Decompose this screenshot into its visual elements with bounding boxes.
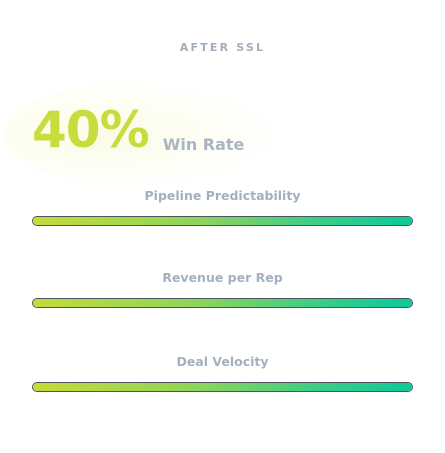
win-rate-stat: 40% Win Rate — [4, 80, 284, 190]
metric-label: Revenue per Rep — [162, 270, 283, 285]
progress-bar-fill — [33, 299, 412, 307]
metric-label: Deal Velocity — [176, 354, 269, 369]
win-rate-value: 40% — [32, 101, 150, 159]
progress-bar — [32, 298, 413, 308]
progress-bar — [32, 382, 413, 392]
section-title: AFTER SSL — [179, 41, 266, 54]
metric-pipeline-predictability: Pipeline Predictability — [32, 187, 413, 226]
progress-bar — [32, 216, 413, 226]
win-rate-label: Win Rate — [162, 134, 245, 154]
progress-bar-fill — [33, 217, 412, 225]
metric-label: Pipeline Predictability — [144, 188, 301, 203]
metric-revenue-per-rep: Revenue per Rep — [32, 269, 413, 308]
progress-bar-fill — [33, 383, 412, 391]
metric-deal-velocity: Deal Velocity — [32, 353, 413, 392]
